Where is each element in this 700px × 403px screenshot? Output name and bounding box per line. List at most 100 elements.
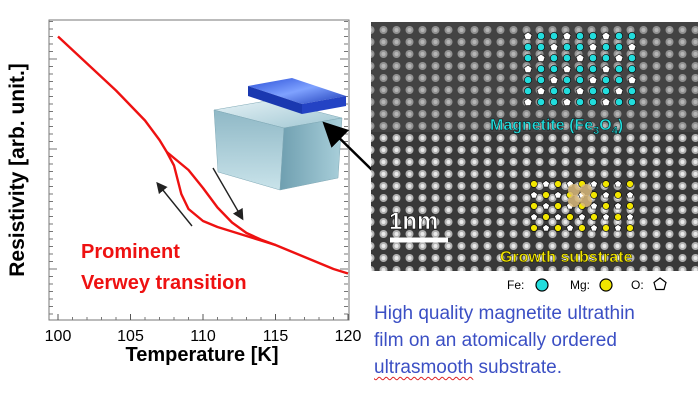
fe-atom-marker xyxy=(589,32,597,40)
x-axis-label: Temperature [K] xyxy=(126,344,279,366)
o-atom-marker xyxy=(590,180,598,188)
fe-atom-marker xyxy=(550,87,558,95)
o-atom-marker xyxy=(614,202,622,210)
annotation-line-2: Verwey transition xyxy=(81,272,247,294)
magnetite-label-prefix: Magnetite (Fe xyxy=(490,117,593,134)
o-atom-marker xyxy=(530,213,538,221)
fe-atom-marker xyxy=(524,87,532,95)
fe-atom-marker xyxy=(537,98,545,106)
atom-legend: Fe: Mg: O: xyxy=(507,277,667,292)
magnetite-label-sub2: 4 xyxy=(612,125,619,137)
magnetite-lattice-overlay xyxy=(523,31,637,106)
o-atom-marker xyxy=(614,86,624,95)
legend-mg-label: Mg: xyxy=(570,278,590,292)
mg-atom-marker xyxy=(578,224,586,232)
fe-atom-marker xyxy=(563,76,571,84)
o-atom-marker xyxy=(523,97,533,106)
fe-atom-marker xyxy=(628,65,636,73)
mg-atom-marker xyxy=(554,224,562,232)
fe-atom-marker xyxy=(524,54,532,62)
caption-line-1: High quality magnetite ultrathin xyxy=(374,303,635,324)
caption-line-3-rest: substrate. xyxy=(473,357,562,378)
o-atom-marker xyxy=(578,213,586,221)
magnetite-label-suffix: ) xyxy=(618,117,623,134)
o-atom-marker xyxy=(626,213,634,221)
substrate-side xyxy=(279,117,343,191)
mg-atom-marker xyxy=(602,180,610,188)
film-front xyxy=(248,86,302,114)
fe-atom-marker xyxy=(615,65,623,73)
o-atom-marker xyxy=(590,202,598,210)
plot-frame xyxy=(48,19,350,321)
mg-atom-marker xyxy=(554,180,562,188)
o-atom-marker xyxy=(575,86,585,95)
fe-atom-marker xyxy=(576,98,584,106)
annotation-line-1: Prominent xyxy=(81,241,180,263)
o-atom-marker xyxy=(601,64,611,73)
fe-atom-marker xyxy=(576,43,584,51)
o-atom-marker xyxy=(590,224,598,232)
o-atom-marker xyxy=(536,53,546,62)
fe-atom-marker xyxy=(563,87,571,95)
o-atom-marker xyxy=(523,64,533,73)
o-atom-marker xyxy=(554,191,562,199)
o-atom-marker xyxy=(542,202,550,210)
fe-atom-marker xyxy=(602,43,610,51)
mg-atom-marker xyxy=(530,180,538,188)
o-atom-marker xyxy=(588,42,598,51)
resistivity-cooling-line xyxy=(57,35,349,275)
o-atom-marker xyxy=(614,53,624,62)
mg-atom-marker xyxy=(626,224,634,232)
fe-atom-marker xyxy=(628,32,636,40)
o-atom-marker xyxy=(536,86,546,95)
mg-atom-marker xyxy=(590,191,598,199)
resistivity-heating-line xyxy=(166,151,276,247)
x-ticks: 100 105 110 115 120 xyxy=(45,314,362,345)
fe-atom-marker xyxy=(524,43,532,51)
o-atom-marker xyxy=(614,224,622,232)
caption-underlined-word: ultrasmooth xyxy=(374,357,474,378)
mg-atom-marker xyxy=(614,213,622,221)
o-atom-marker xyxy=(542,180,550,188)
y-minor-ticks xyxy=(49,21,348,315)
x-tick-label: 100 xyxy=(45,328,72,345)
caption-line-3: ultrasmooth substrate. xyxy=(374,354,696,381)
fe-atom-marker xyxy=(602,76,610,84)
o-atom-marker xyxy=(566,224,574,232)
mg-atom-marker xyxy=(590,213,598,221)
film-side xyxy=(302,96,346,114)
o-atom-marker xyxy=(601,97,611,106)
fe-atom-marker xyxy=(628,87,636,95)
sample-block-diagram xyxy=(213,78,346,191)
o-atom-marker xyxy=(602,213,610,221)
o-atom-marker xyxy=(614,180,622,188)
mg-atom-marker xyxy=(530,202,538,210)
o-atom-marker xyxy=(626,191,634,199)
o-atom-marker xyxy=(627,42,637,51)
fe-atom-marker xyxy=(602,54,610,62)
o-atom-marker xyxy=(601,31,611,40)
unit-cell-highlight xyxy=(568,184,580,196)
mg-atom-marker xyxy=(614,191,622,199)
film-top xyxy=(248,78,346,104)
fe-atom-marker xyxy=(550,32,558,40)
scale-bar-label: 1nm xyxy=(389,208,438,235)
mg-atom-marker xyxy=(566,213,574,221)
x-tick-label: 110 xyxy=(190,328,216,345)
chart: 100 105 110 115 120 Resistivity [arb. unit.]… xyxy=(6,19,362,366)
fe-atom-marker xyxy=(576,76,584,84)
fe-atom-marker xyxy=(550,54,558,62)
o-atom-icon xyxy=(653,277,667,291)
fe-atom-marker xyxy=(537,32,545,40)
figure-caption: High quality magnetite ultrathin film on… xyxy=(374,300,696,381)
fe-atom-marker xyxy=(550,65,558,73)
fe-atom-marker xyxy=(615,76,623,84)
o-atom-marker xyxy=(627,75,637,84)
o-atom-marker xyxy=(549,75,559,84)
unit-cell-highlight xyxy=(580,184,592,196)
fe-atom-icon xyxy=(535,278,549,292)
substrate-lattice-overlay xyxy=(530,180,634,232)
o-atom-marker xyxy=(575,53,585,62)
x-tick-label: 120 xyxy=(335,328,362,345)
series-group xyxy=(57,35,349,275)
